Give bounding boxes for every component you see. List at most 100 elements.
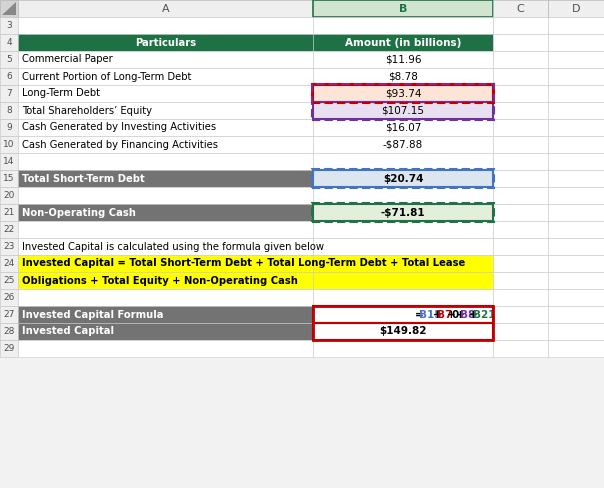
Bar bbox=[313, 204, 493, 221]
Bar bbox=[313, 323, 493, 340]
Bar bbox=[493, 119, 548, 136]
Bar bbox=[313, 153, 493, 170]
Text: B: B bbox=[399, 3, 407, 14]
Bar bbox=[493, 238, 548, 255]
Bar bbox=[0, 289, 18, 306]
Bar bbox=[313, 306, 493, 340]
Text: Total Shareholders’ Equity: Total Shareholders’ Equity bbox=[22, 105, 152, 116]
Bar bbox=[18, 340, 313, 357]
Bar bbox=[312, 169, 494, 188]
Bar bbox=[313, 306, 493, 323]
Bar bbox=[0, 68, 18, 85]
Text: Invested Capital is calculated using the formula given below: Invested Capital is calculated using the… bbox=[22, 242, 324, 251]
Bar bbox=[312, 203, 494, 222]
Bar bbox=[313, 102, 493, 119]
Text: Obligations + Total Equity + Non-Operating Cash: Obligations + Total Equity + Non-Operati… bbox=[22, 276, 298, 285]
Bar bbox=[0, 255, 18, 272]
Bar bbox=[0, 17, 18, 34]
Bar bbox=[548, 289, 604, 306]
Bar bbox=[0, 102, 18, 119]
Bar bbox=[548, 34, 604, 51]
Text: +: + bbox=[455, 309, 464, 320]
Bar bbox=[548, 68, 604, 85]
Text: B21: B21 bbox=[474, 309, 496, 320]
Text: 29: 29 bbox=[3, 344, 14, 353]
Text: 22: 22 bbox=[4, 225, 14, 234]
Bar bbox=[493, 187, 548, 204]
Text: Long-Term Debt: Long-Term Debt bbox=[22, 88, 100, 99]
Bar bbox=[18, 0, 313, 17]
Text: Non-Operating Cash: Non-Operating Cash bbox=[22, 207, 136, 218]
Bar bbox=[548, 17, 604, 34]
Bar bbox=[313, 119, 493, 136]
Text: Cash Generated by Financing Activities: Cash Generated by Financing Activities bbox=[22, 140, 218, 149]
Text: Commercial Paper: Commercial Paper bbox=[22, 55, 113, 64]
Bar bbox=[548, 102, 604, 119]
Bar bbox=[313, 289, 493, 306]
Bar bbox=[313, 306, 493, 323]
Bar bbox=[313, 187, 493, 204]
Text: Invested Capital: Invested Capital bbox=[22, 326, 114, 337]
Bar bbox=[313, 0, 493, 17]
Text: 15: 15 bbox=[3, 174, 14, 183]
Bar bbox=[0, 187, 18, 204]
Bar bbox=[0, 357, 604, 488]
Text: Cash Generated by Investing Activities: Cash Generated by Investing Activities bbox=[22, 122, 216, 133]
Bar bbox=[548, 323, 604, 340]
Bar bbox=[18, 51, 313, 68]
Bar bbox=[548, 51, 604, 68]
Text: 5: 5 bbox=[6, 55, 12, 64]
Text: B15: B15 bbox=[420, 309, 442, 320]
Bar bbox=[313, 170, 493, 187]
Text: Particulars: Particulars bbox=[135, 38, 196, 47]
Text: 27: 27 bbox=[3, 310, 14, 319]
Text: 3: 3 bbox=[6, 21, 12, 30]
Bar bbox=[18, 255, 313, 272]
Bar bbox=[548, 153, 604, 170]
Text: 4: 4 bbox=[6, 38, 12, 47]
Bar bbox=[0, 272, 18, 289]
Text: =: = bbox=[415, 309, 424, 320]
Text: A: A bbox=[162, 3, 169, 14]
Bar bbox=[18, 68, 313, 85]
Bar bbox=[0, 170, 18, 187]
Text: $16.07: $16.07 bbox=[385, 122, 421, 133]
Bar bbox=[493, 221, 548, 238]
Bar bbox=[493, 0, 548, 17]
Text: $8.78: $8.78 bbox=[388, 72, 418, 81]
Bar bbox=[313, 323, 493, 340]
Bar bbox=[548, 340, 604, 357]
Polygon shape bbox=[2, 2, 16, 15]
Bar bbox=[18, 136, 313, 153]
Bar bbox=[18, 153, 313, 170]
Text: $20.74: $20.74 bbox=[383, 174, 423, 183]
Bar bbox=[0, 306, 18, 323]
Bar bbox=[548, 187, 604, 204]
Bar bbox=[313, 221, 493, 238]
Bar bbox=[493, 102, 548, 119]
Bar bbox=[18, 34, 313, 51]
Bar bbox=[0, 0, 18, 17]
Text: Invested Capital Formula: Invested Capital Formula bbox=[22, 309, 164, 320]
Bar bbox=[0, 238, 18, 255]
Text: 7: 7 bbox=[6, 89, 12, 98]
Bar bbox=[18, 238, 313, 255]
Bar bbox=[548, 306, 604, 323]
Text: +: + bbox=[446, 309, 455, 320]
Bar bbox=[0, 51, 18, 68]
Text: $11.96: $11.96 bbox=[385, 55, 421, 64]
Bar bbox=[493, 34, 548, 51]
Text: 6: 6 bbox=[6, 72, 12, 81]
Bar bbox=[18, 170, 313, 187]
Text: 0: 0 bbox=[451, 309, 458, 320]
Bar bbox=[493, 153, 548, 170]
Bar bbox=[313, 51, 493, 68]
Bar bbox=[0, 85, 18, 102]
Text: +: + bbox=[469, 309, 478, 320]
Bar bbox=[313, 85, 493, 102]
Text: 25: 25 bbox=[3, 276, 14, 285]
Text: 21: 21 bbox=[3, 208, 14, 217]
Bar bbox=[493, 85, 548, 102]
Bar bbox=[548, 170, 604, 187]
Bar bbox=[548, 255, 604, 272]
